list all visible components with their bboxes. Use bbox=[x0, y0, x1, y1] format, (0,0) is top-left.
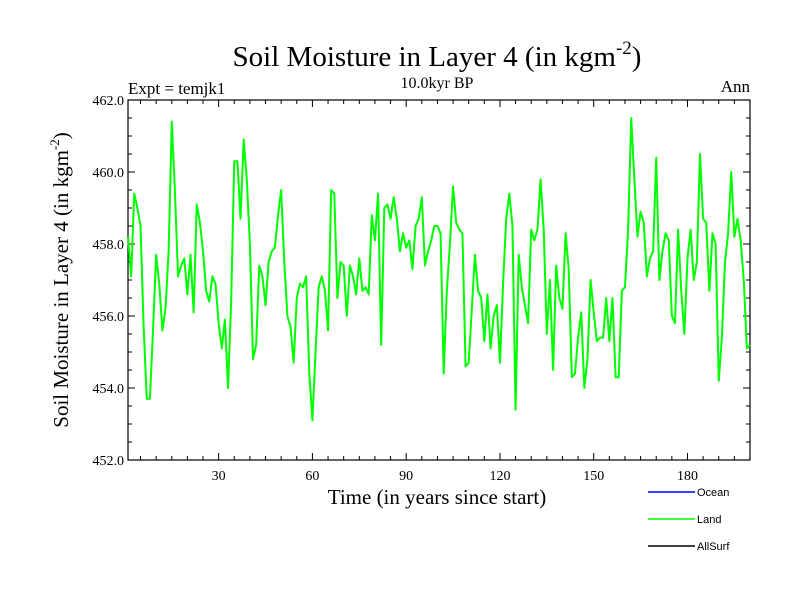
x-tick-label: 30 bbox=[212, 469, 226, 484]
y-tick-label: 452.0 bbox=[93, 454, 125, 469]
series-line-land bbox=[127, 117, 751, 422]
x-tick-label: 60 bbox=[305, 469, 319, 484]
chart-subtitle: 10.0kyr BP bbox=[401, 75, 474, 92]
y-label-main: Soil Moisture in Layer 4 (in kgm bbox=[49, 150, 73, 428]
experiment-label: Expt = temjk1 bbox=[128, 79, 225, 98]
title-main: Soil Moisture in Layer 4 (in kgm bbox=[233, 41, 617, 73]
y-tick-label: 462.0 bbox=[93, 94, 125, 109]
season-label: Ann bbox=[721, 77, 751, 96]
y-axis-label: Soil Moisture in Layer 4 (in kgm-2) bbox=[47, 132, 73, 427]
chart-title: Soil Moisture in Layer 4 (in kgm-2) bbox=[233, 38, 642, 73]
legend-label-allsurf: AllSurf bbox=[697, 541, 730, 553]
legend: Ocean Land AllSurf bbox=[648, 487, 730, 553]
y-label-close: ) bbox=[49, 132, 73, 139]
legend-label-ocean: Ocean bbox=[697, 487, 729, 499]
x-tick-label: 150 bbox=[583, 469, 604, 484]
plot-area bbox=[127, 99, 751, 461]
series-group bbox=[127, 117, 751, 422]
title-superscript: -2 bbox=[616, 38, 632, 59]
y-tick-label: 456.0 bbox=[93, 310, 125, 325]
y-tick-label: 458.0 bbox=[93, 238, 125, 253]
title-close: ) bbox=[632, 41, 642, 73]
x-axis-label: Time (in years since start) bbox=[328, 485, 547, 509]
x-axis: 30 60 90 120 150 180 bbox=[140, 100, 735, 484]
y-tick-label: 454.0 bbox=[93, 382, 125, 397]
legend-label-land: Land bbox=[697, 514, 721, 526]
x-tick-label: 90 bbox=[399, 469, 413, 484]
x-tick-label: 120 bbox=[489, 469, 510, 484]
x-tick-label: 180 bbox=[677, 469, 698, 484]
y-tick-label: 460.0 bbox=[93, 166, 125, 181]
y-label-superscript: -2 bbox=[47, 139, 62, 150]
y-axis: 452.0 454.0 456.0 458.0 460.0 462.0 bbox=[93, 94, 750, 469]
